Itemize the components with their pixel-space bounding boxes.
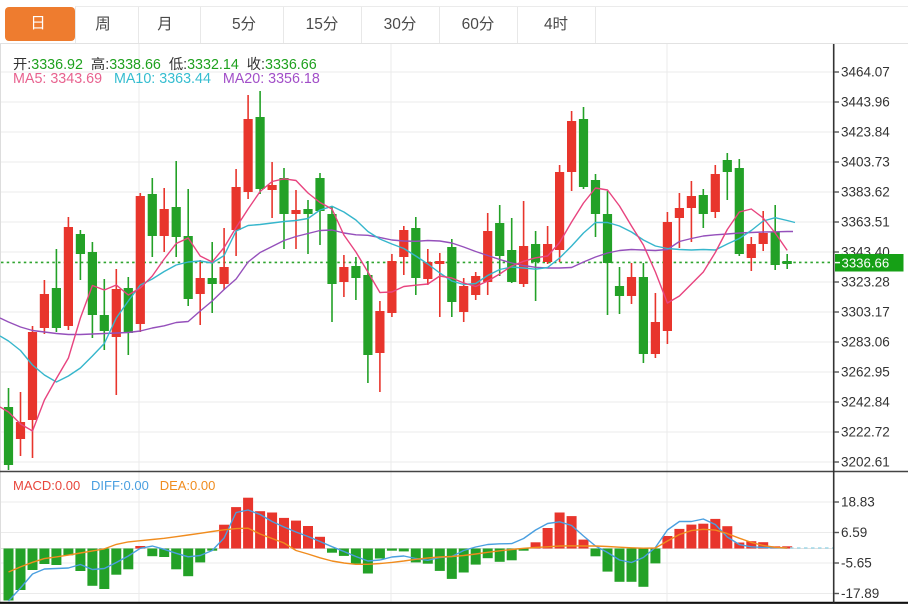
svg-text:3303.17: 3303.17 — [841, 305, 890, 320]
svg-text:3222.72: 3222.72 — [841, 425, 890, 440]
svg-text:3202.61: 3202.61 — [841, 455, 890, 470]
svg-text:3336.66: 3336.66 — [842, 256, 890, 271]
svg-text:18.83: 18.83 — [841, 495, 875, 510]
svg-text:3283.06: 3283.06 — [841, 335, 890, 350]
svg-text:3242.84: 3242.84 — [841, 395, 890, 410]
svg-text:3403.73: 3403.73 — [841, 155, 890, 170]
svg-text:3464.07: 3464.07 — [841, 65, 890, 80]
svg-text:3443.96: 3443.96 — [841, 95, 890, 110]
svg-text:-17.89: -17.89 — [841, 586, 879, 601]
svg-text:3323.28: 3323.28 — [841, 275, 890, 290]
svg-text:3262.95: 3262.95 — [841, 365, 890, 380]
svg-text:-5.65: -5.65 — [841, 556, 872, 571]
svg-text:3383.62: 3383.62 — [841, 185, 890, 200]
svg-text:6.59: 6.59 — [841, 525, 867, 540]
svg-text:3363.51: 3363.51 — [841, 215, 890, 230]
svg-text:3423.84: 3423.84 — [841, 125, 890, 140]
